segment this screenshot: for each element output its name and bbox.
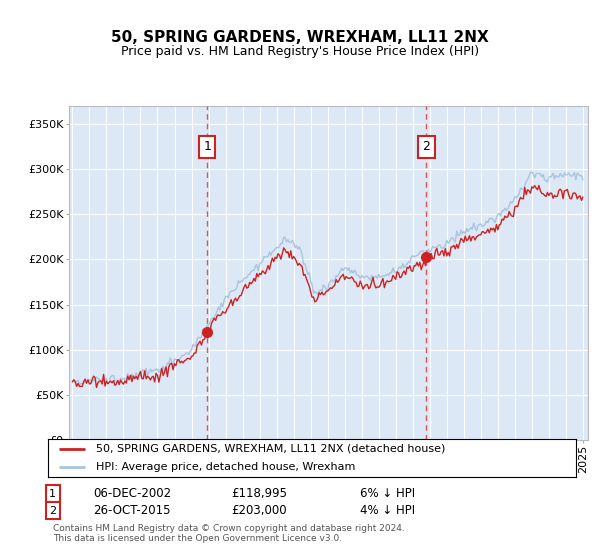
Text: HPI: Average price, detached house, Wrexham: HPI: Average price, detached house, Wrex… (95, 462, 355, 472)
Text: 2: 2 (422, 141, 430, 153)
Text: This data is licensed under the Open Government Licence v3.0.: This data is licensed under the Open Gov… (53, 534, 342, 543)
Text: 2: 2 (49, 506, 56, 516)
Text: 26-OCT-2015: 26-OCT-2015 (93, 504, 170, 517)
Text: 1: 1 (49, 489, 56, 499)
Text: 50, SPRING GARDENS, WREXHAM, LL11 2NX (detached house): 50, SPRING GARDENS, WREXHAM, LL11 2NX (d… (95, 444, 445, 454)
Text: £203,000: £203,000 (231, 504, 287, 517)
Text: 6% ↓ HPI: 6% ↓ HPI (360, 487, 415, 501)
Text: 50, SPRING GARDENS, WREXHAM, LL11 2NX: 50, SPRING GARDENS, WREXHAM, LL11 2NX (111, 30, 489, 45)
Text: 4% ↓ HPI: 4% ↓ HPI (360, 504, 415, 517)
Text: Contains HM Land Registry data © Crown copyright and database right 2024.: Contains HM Land Registry data © Crown c… (53, 524, 404, 533)
Text: 06-DEC-2002: 06-DEC-2002 (93, 487, 171, 501)
Text: Price paid vs. HM Land Registry's House Price Index (HPI): Price paid vs. HM Land Registry's House … (121, 45, 479, 58)
Text: 1: 1 (203, 141, 211, 153)
Text: £118,995: £118,995 (231, 487, 287, 501)
